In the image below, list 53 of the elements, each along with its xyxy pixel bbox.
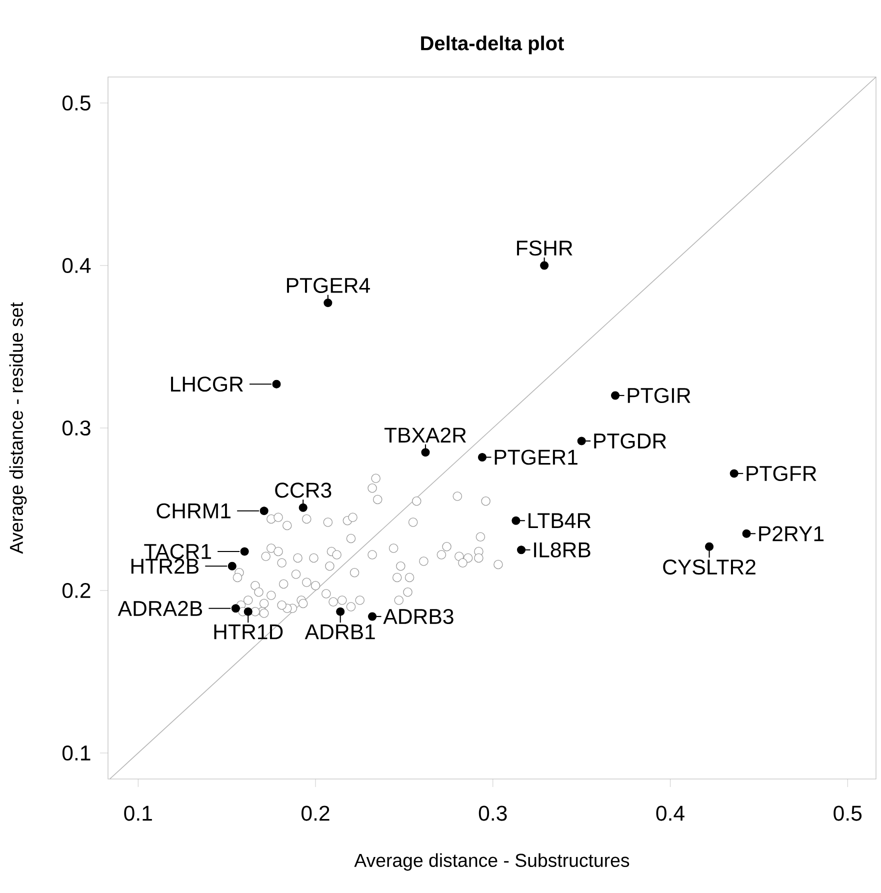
point bbox=[244, 607, 252, 616]
point bbox=[231, 604, 240, 613]
point bbox=[540, 261, 549, 270]
point bbox=[611, 391, 620, 400]
annotation: TBXA2R bbox=[384, 428, 466, 443]
point bbox=[742, 529, 751, 538]
point bbox=[730, 469, 738, 478]
x-tick-label: 0.1 bbox=[124, 806, 152, 821]
point bbox=[260, 506, 268, 516]
annotation: CYSLTR2 bbox=[663, 559, 756, 575]
annotation: HTR2B bbox=[131, 558, 198, 574]
y-tick-label: 0.5 bbox=[62, 95, 90, 111]
point bbox=[324, 298, 332, 308]
x-tick-label: 0.2 bbox=[302, 806, 330, 821]
annotation: LTB4R bbox=[528, 513, 591, 528]
point bbox=[421, 448, 430, 457]
point bbox=[272, 380, 281, 388]
point bbox=[577, 436, 586, 446]
point bbox=[240, 547, 249, 556]
annotation: PTGIR bbox=[628, 388, 690, 404]
annotation: PTGER4 bbox=[287, 278, 370, 294]
y-tick-label: 0.1 bbox=[62, 745, 90, 761]
annotation: ADRA2B bbox=[118, 600, 202, 616]
annotation: FSHR bbox=[517, 240, 572, 256]
annotation: PTGER1 bbox=[494, 450, 578, 465]
point bbox=[705, 542, 714, 551]
annotation: ADRB3 bbox=[383, 608, 454, 624]
y-tick-label: 0.3 bbox=[62, 420, 90, 436]
point bbox=[228, 562, 236, 570]
annotation: ADRB1 bbox=[304, 624, 375, 640]
annotation: PTGDR bbox=[594, 433, 666, 449]
annotation: LHCGR bbox=[171, 376, 243, 392]
y-tick-label: 0.4 bbox=[62, 258, 91, 274]
annotation: CCR3 bbox=[275, 482, 332, 498]
annotation: HTR1D bbox=[214, 624, 283, 640]
point bbox=[512, 516, 520, 525]
annotation: IL8RB bbox=[534, 542, 590, 558]
y-tick-label: 0.2 bbox=[62, 582, 90, 598]
x-tick-label: 0.5 bbox=[834, 806, 862, 821]
x-tick-label: 0.4 bbox=[656, 806, 684, 821]
point bbox=[478, 452, 487, 462]
annotation: TACR1 bbox=[144, 544, 211, 560]
point bbox=[298, 503, 308, 512]
point bbox=[336, 607, 345, 616]
point bbox=[368, 612, 377, 621]
annotation: PTGFR bbox=[746, 466, 816, 482]
x-axis-title: Average distance - Substructures bbox=[354, 853, 630, 871]
x-tick-label: 0.3 bbox=[478, 806, 507, 821]
chart-title: Delta-delta plot bbox=[421, 36, 564, 54]
y-axis-title: Average distance - residue set bbox=[9, 302, 27, 554]
annotation: P2RY1 bbox=[759, 526, 824, 542]
point bbox=[517, 546, 526, 554]
annotation: CHRM1 bbox=[156, 503, 230, 518]
